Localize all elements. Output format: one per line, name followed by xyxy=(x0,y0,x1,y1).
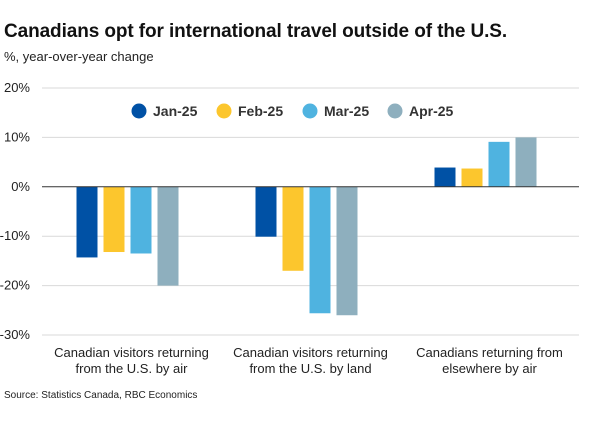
bar-feb-25 xyxy=(461,168,483,187)
x-category-label: elsewhere by air xyxy=(442,361,537,376)
legend: Jan-25 Feb-25 Mar-25 Apr-25 xyxy=(131,103,454,119)
x-category-label: Canadian visitors returning xyxy=(233,345,388,360)
bars xyxy=(76,137,537,316)
legend-label: Mar-25 xyxy=(324,103,369,119)
legend-label: Apr-25 xyxy=(409,103,454,119)
bar-mar-25 xyxy=(309,186,331,314)
chart-title: Canadians opt for international travel o… xyxy=(4,21,508,42)
y-tick-label: -20% xyxy=(0,278,30,293)
bar-apr-25 xyxy=(157,186,179,286)
y-tick-label: 20% xyxy=(4,80,30,95)
y-tick-label: -30% xyxy=(0,327,30,342)
y-axis-ticks: 20% 10% 0% -10% -20% -30% xyxy=(0,80,30,342)
bar-apr-25 xyxy=(336,186,358,316)
bar-apr-25 xyxy=(515,137,537,187)
legend-swatch xyxy=(387,103,403,119)
y-tick-label: 10% xyxy=(4,129,30,144)
y-tick-label: -10% xyxy=(0,228,30,243)
bar-jan-25 xyxy=(434,167,456,187)
bar-mar-25 xyxy=(130,186,152,254)
bar-jan-25 xyxy=(255,186,277,237)
legend-swatch xyxy=(131,103,147,119)
x-category-label: Canadian visitors returning xyxy=(54,345,209,360)
x-category-label: from the U.S. by land xyxy=(249,361,371,376)
source-note: Source: Statistics Canada, RBC Economics xyxy=(4,390,198,401)
legend-swatch xyxy=(302,103,318,119)
x-category-label: from the U.S. by air xyxy=(76,361,189,376)
legend-label: Jan-25 xyxy=(153,103,198,119)
bar-mar-25 xyxy=(488,141,510,187)
bar-feb-25 xyxy=(103,186,125,253)
bar-jan-25 xyxy=(76,186,98,258)
x-category-label: Canadians returning from xyxy=(416,345,563,360)
legend-swatch xyxy=(216,103,232,119)
y-tick-label: 0% xyxy=(11,179,30,194)
chart-subtitle: %, year-over-year change xyxy=(4,49,154,64)
bar-feb-25 xyxy=(282,186,304,271)
legend-label: Feb-25 xyxy=(238,103,283,119)
